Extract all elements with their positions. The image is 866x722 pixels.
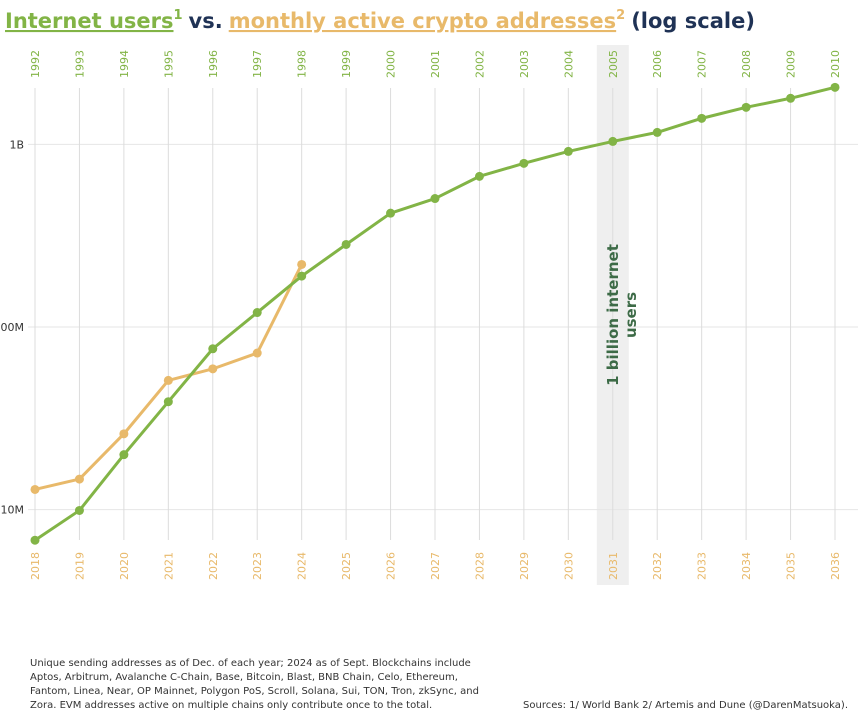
bottom-x-tick-label: 2035 (785, 552, 798, 580)
bottom-x-tick-label: 2034 (740, 552, 753, 580)
data-point (474, 171, 484, 181)
top-x-tick-label: 2004 (562, 50, 575, 78)
data-point (119, 429, 129, 439)
bottom-x-tick-label: 2018 (29, 552, 42, 580)
data-point (74, 474, 84, 484)
top-x-tick-label: 1995 (162, 50, 175, 78)
annotation-line: 1 billion internet (604, 244, 622, 386)
bottom-x-tick-label: 2029 (518, 552, 531, 580)
top-x-tick-label: 2001 (429, 50, 442, 78)
data-point (297, 271, 307, 281)
title-sup-1: 1 (174, 8, 183, 23)
bottom-x-tick-label: 2028 (473, 552, 486, 580)
top-x-tick-label: 1994 (118, 50, 131, 78)
data-point (119, 450, 129, 460)
data-point (741, 102, 751, 112)
data-point (297, 259, 307, 269)
data-point (208, 344, 218, 354)
top-x-tick-label: 2009 (785, 50, 798, 78)
data-point (30, 484, 40, 494)
bottom-x-tick-label: 2021 (162, 552, 175, 580)
bottom-x-tick-label: 2023 (251, 552, 264, 580)
bottom-x-tick-label: 2032 (651, 552, 664, 580)
footnote-line: Fantom, Linea, Near, OP Mainnet, Polygon… (30, 686, 479, 697)
data-point (74, 505, 84, 515)
bottom-x-tick-label: 2036 (829, 552, 842, 580)
top-x-tick-label: 2010 (829, 50, 842, 78)
bottom-x-tick-label: 2030 (562, 552, 575, 580)
top-x-tick-label: 2000 (385, 50, 398, 78)
data-point (208, 364, 218, 374)
top-x-tick-label: 2007 (696, 50, 709, 78)
annotation-line: users (622, 292, 640, 338)
data-point (252, 308, 262, 318)
footnote-line: Aptos, Arbitrum, Avalanche C-Chain, Base… (30, 672, 458, 683)
bottom-x-tick-label: 2026 (385, 552, 398, 580)
source: Sources: 1/ World Bank 2/ Artemis and Du… (523, 700, 848, 711)
data-point (786, 93, 796, 103)
data-point (697, 113, 707, 123)
title-series-2: monthly active crypto addresses (229, 9, 616, 33)
bottom-x-tick-label: 2020 (118, 552, 131, 580)
title-sup-2: 2 (616, 8, 625, 23)
bottom-x-tick-label: 2022 (207, 552, 220, 580)
data-point (563, 146, 573, 156)
data-point (252, 348, 262, 358)
y-tick-label: 1B (9, 138, 24, 151)
annotation: 1 billion internetusers (604, 244, 640, 386)
bottom-x-tick-label: 2027 (429, 552, 442, 580)
y-tick-label: 100M (0, 321, 24, 334)
top-x-tick-label: 2003 (518, 50, 531, 78)
footnote-line: Unique sending addresses as of Dec. of e… (30, 658, 471, 669)
top-x-tick-label: 1999 (340, 50, 353, 78)
footnote-line: Zora. EVM addresses active on multiple c… (30, 700, 432, 711)
bottom-x-tick-label: 2024 (296, 552, 309, 580)
title-log: (log scale) (631, 9, 755, 33)
top-x-tick-label: 1992 (29, 50, 42, 78)
background-layer (28, 45, 858, 585)
bottom-x-tick-label: 2025 (340, 552, 353, 580)
data-point (830, 82, 840, 92)
bottom-x-tick-label: 2019 (73, 552, 86, 580)
data-point (430, 194, 440, 204)
data-point (608, 136, 618, 146)
data-point (652, 127, 662, 137)
top-x-tick-label: 1996 (207, 50, 220, 78)
top-x-tick-label: 2005 (607, 50, 620, 78)
data-point (341, 239, 351, 249)
bottom-x-tick-label: 2031 (607, 552, 620, 580)
top-x-tick-label: 2008 (740, 50, 753, 78)
title-vs: vs. (189, 9, 223, 33)
data-point (163, 397, 173, 407)
top-x-tick-label: 2002 (473, 50, 486, 78)
data-point (30, 535, 40, 545)
data-point (519, 158, 529, 168)
data-point (386, 208, 396, 218)
bottom-x-tick-label: 2033 (696, 552, 709, 580)
top-x-tick-label: 2006 (651, 50, 664, 78)
top-x-tick-label: 1993 (73, 50, 86, 78)
data-point (163, 375, 173, 385)
y-tick-label: 10M (1, 504, 25, 517)
top-x-tick-label: 1997 (251, 50, 264, 78)
top-x-tick-label: 1998 (296, 50, 309, 78)
chart-title: Internet users1 vs. monthly active crypto … (5, 8, 755, 33)
title-series-1: Internet users (5, 9, 174, 33)
